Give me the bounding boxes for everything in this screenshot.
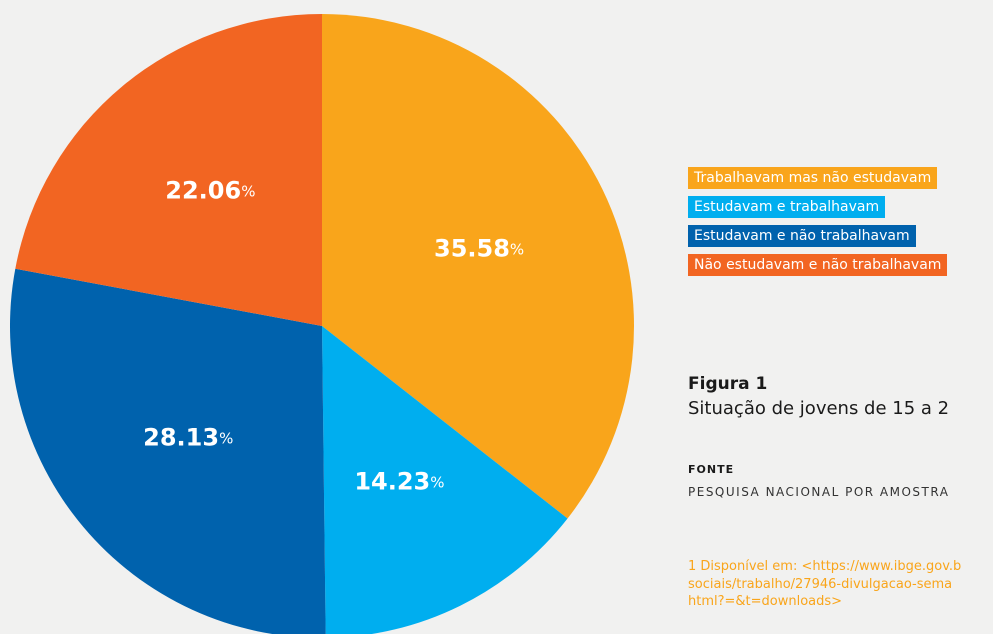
slice-label: 28.13% xyxy=(143,423,233,451)
slice-label: 35.58% xyxy=(434,235,524,263)
pie-slice xyxy=(322,326,568,634)
pie-slice xyxy=(15,14,322,326)
slice-value: 28.13 xyxy=(143,423,219,451)
slice-value: 35.58 xyxy=(434,235,510,263)
slice-unit: % xyxy=(510,240,524,258)
footnote-line: 1 Disponível em: <https://www.ibge.gov.b xyxy=(688,559,962,574)
slice-unit: % xyxy=(430,473,444,491)
slice-unit: % xyxy=(241,182,255,200)
footnote-line: sociais/trabalho/27946-divulgacao-sema xyxy=(688,576,953,592)
slice-label: 14.23% xyxy=(354,468,444,496)
legend-entry: Não estudavam e não trabalhavam xyxy=(688,254,948,276)
caption-label: Figura 1 xyxy=(688,374,768,394)
slice-label: 22.06% xyxy=(165,177,255,205)
slice-value: 22.06 xyxy=(165,177,241,205)
slice-value: 14.23 xyxy=(354,468,430,496)
legend-entry: Estudavam e não trabalhavam xyxy=(688,225,916,247)
footnote-line: html?=&t=downloads> xyxy=(688,594,843,609)
pie-slice xyxy=(10,268,326,634)
source-label: FONTE xyxy=(688,463,735,476)
source-text: PESQUISA NACIONAL POR AMOSTRA xyxy=(688,485,950,499)
slice-unit: % xyxy=(219,429,233,447)
caption-text: Situação de jovens de 15 a 2 xyxy=(688,398,950,419)
legend-entry: Estudavam e trabalhavam xyxy=(688,196,886,218)
pie-slice xyxy=(322,14,634,519)
legend-entry: Trabalhavam mas não estudavam xyxy=(688,167,938,189)
